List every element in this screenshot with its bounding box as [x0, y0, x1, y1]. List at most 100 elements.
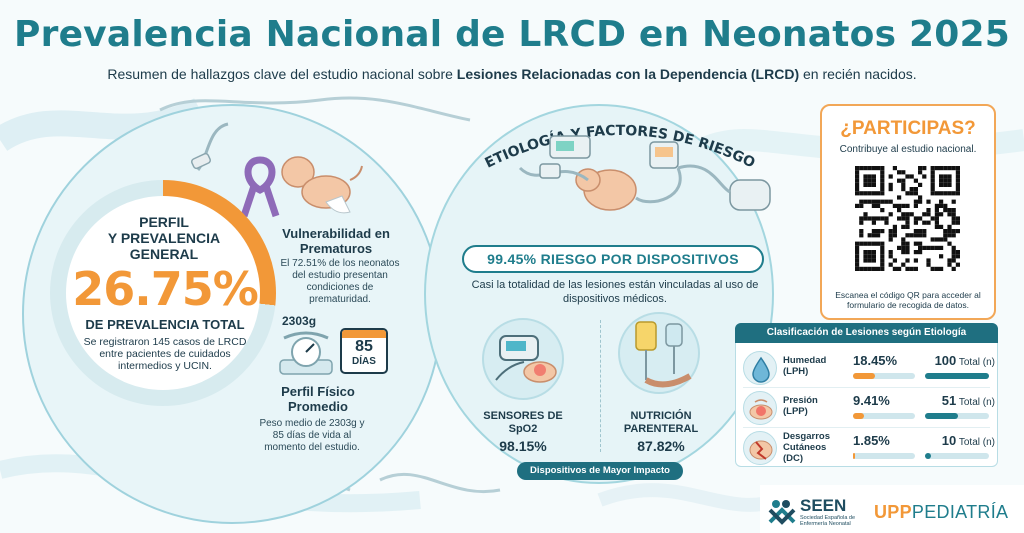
qr-module: [888, 182, 893, 187]
qr-finder-module: [855, 166, 860, 171]
qr-module: [888, 233, 893, 238]
qr-module: [918, 170, 923, 175]
qr-module: [863, 216, 868, 221]
upp-logo-part1: UPP: [874, 502, 912, 522]
qr-finder-module: [947, 166, 952, 171]
qr-finder-module: [930, 187, 935, 192]
qr-module: [939, 266, 944, 271]
qr-module: [913, 233, 918, 238]
qr-module: [918, 233, 923, 238]
qr-module: [951, 266, 956, 271]
qr-finder-module: [876, 191, 881, 196]
parenteral-nutrition-graphic: [635, 321, 692, 388]
qr-finder-module: [867, 241, 872, 246]
classification-name: Humedad (LPH): [783, 355, 827, 377]
qr-module: [901, 262, 906, 267]
qr-finder-module: [859, 166, 864, 171]
etiology-panel: [424, 104, 774, 484]
qr-finder-module: [855, 262, 860, 267]
qr-finder-module: [863, 174, 868, 179]
qr-finder-module: [943, 178, 948, 183]
qr-module: [934, 266, 939, 271]
qr-module: [901, 237, 906, 242]
total-bar-track: [925, 373, 989, 379]
pulse-sensor-icon: [190, 122, 229, 171]
qr-finder-module: [871, 182, 876, 187]
etiology-title: ETIOLOGÍA Y FACTORES DE RIESGO: [483, 123, 758, 172]
qr-module: [955, 254, 960, 259]
qr-finder-module: [871, 254, 876, 259]
qr-module: [909, 212, 914, 217]
qr-module: [943, 233, 948, 238]
qr-module: [913, 216, 918, 221]
total-bar-fill: [925, 453, 932, 459]
qr-module: [888, 262, 893, 267]
classification-percent: 18.45%: [853, 353, 898, 368]
qr-finder-module: [934, 166, 939, 171]
qr-module: [939, 199, 944, 204]
qr-module: [934, 203, 939, 208]
qr-module: [901, 224, 906, 229]
weight-value: 2303g: [282, 314, 317, 328]
qr-module: [892, 233, 897, 238]
qr-finder-module: [855, 245, 860, 250]
qr-module: [922, 212, 927, 217]
qr-finder-module: [867, 266, 872, 271]
baby-scale-icon: [279, 331, 333, 375]
qr-module: [884, 199, 889, 204]
classification-name: Desgarros Cutáneos (DC): [783, 431, 830, 464]
qr-module: [918, 229, 923, 234]
qr-module: [888, 174, 893, 179]
percent-bar-track: [853, 453, 915, 459]
qr-finder-module: [871, 266, 876, 271]
classification-panel: [735, 323, 998, 467]
qr-module: [951, 208, 956, 213]
total-bar-track: [925, 453, 989, 459]
upp-pediatria-logo: UPPPEDIATRÍA: [874, 502, 1008, 523]
qr-finder-module: [871, 191, 876, 196]
classification-row: Humedad (LPH) 18.45% 100 Total (n): [735, 349, 998, 388]
page-title: Prevalencia Nacional de LRCD en Neonatos…: [14, 14, 1010, 55]
qr-finder-module: [880, 258, 885, 263]
qr-module: [901, 212, 906, 217]
qr-finder-module: [871, 250, 876, 255]
profile-heading-line2: Y PREVALENCIA: [107, 230, 221, 246]
qr-module: [871, 220, 876, 225]
qr-finder-module: [867, 182, 872, 187]
qr-module: [905, 258, 910, 263]
qr-module: [922, 174, 927, 179]
qr-finder-module: [943, 166, 948, 171]
qr-module: [939, 203, 944, 208]
qr-finder-module: [880, 250, 885, 255]
upp-logo-part2: PEDIATRÍA: [911, 502, 1009, 522]
classification-total: 10 Total (n): [925, 433, 995, 448]
qr-code[interactable]: [850, 164, 966, 276]
qr-finder-module: [951, 166, 956, 171]
qr-module: [939, 237, 944, 242]
qr-module: [947, 212, 952, 217]
qr-module: [955, 262, 960, 267]
qr-finder-module: [867, 250, 872, 255]
qr-module: [876, 199, 881, 204]
qr-module: [901, 182, 906, 187]
qr-module: [897, 178, 902, 183]
qr-module: [947, 208, 952, 213]
parenteral-nutrition-icon: [618, 312, 700, 394]
qr-finder-module: [934, 191, 939, 196]
row-divider: [743, 387, 990, 388]
qr-module: [943, 229, 948, 234]
qr-module: [909, 191, 914, 196]
qr-module: [901, 170, 906, 175]
qr-module: [918, 166, 923, 171]
qr-finder-module: [880, 266, 885, 271]
qr-module: [884, 220, 889, 225]
qr-finder-module: [880, 245, 885, 250]
qr-finder-module: [855, 170, 860, 175]
profile-heading: PERFIL Y PREVALENCIA GENERAL: [76, 214, 252, 262]
row-divider: [743, 427, 990, 428]
qr-module: [909, 266, 914, 271]
qr-module: [913, 258, 918, 263]
vulnerability-text: El 72.51% de los neonatos del estudio pr…: [280, 258, 400, 305]
qr-module: [859, 233, 864, 238]
qr-module: [892, 229, 897, 234]
